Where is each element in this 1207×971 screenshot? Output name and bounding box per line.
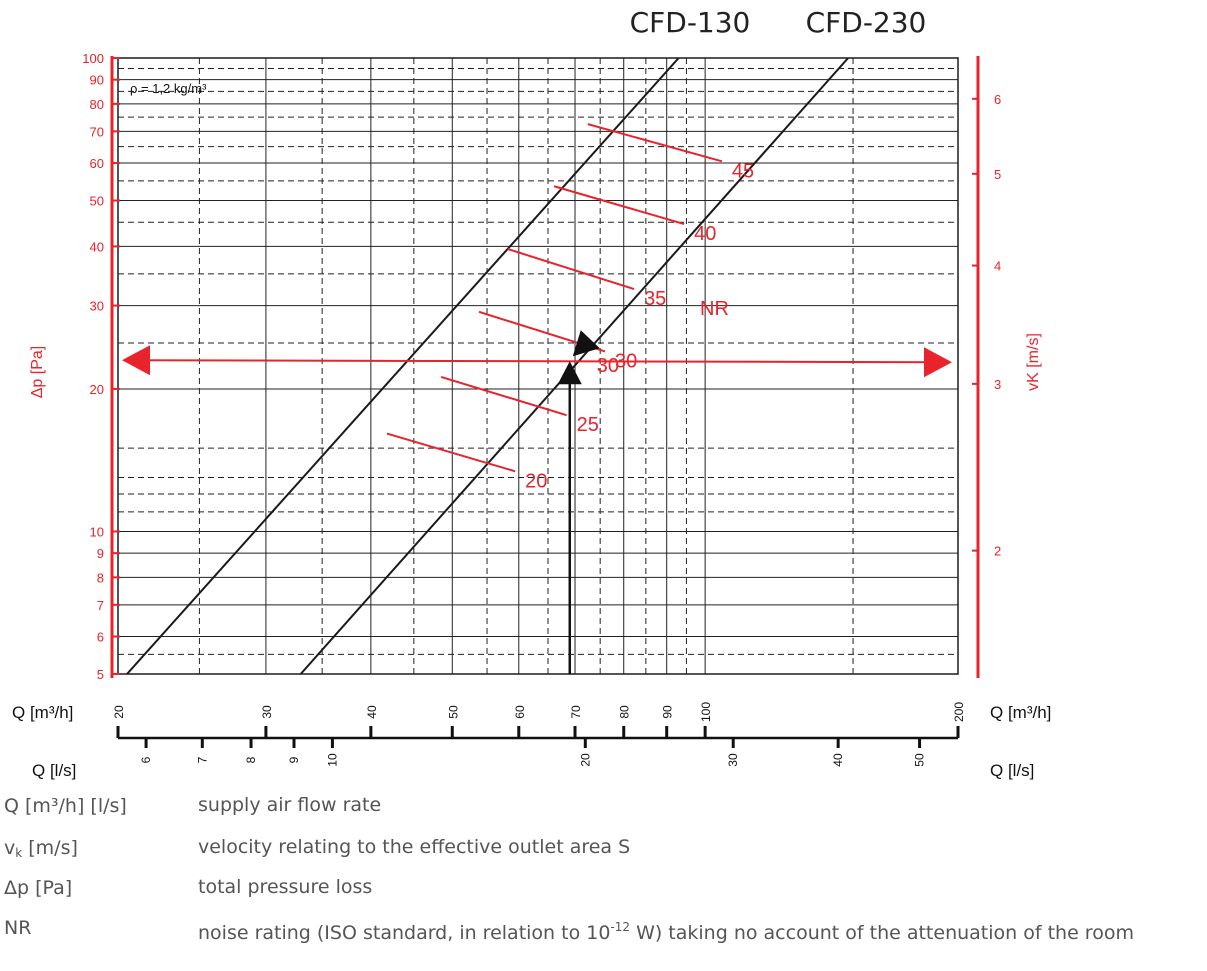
- left-axis-tick-label: 70: [90, 124, 104, 139]
- series-line-cfd-130: [126, 58, 680, 674]
- legend-term-q: Q [m³/h] [l/s]: [4, 795, 127, 817]
- bottom-axis-label-ls-left: Q [l/s]: [32, 761, 76, 780]
- chart-grid: [117, 57, 959, 675]
- pressure-arrow-left: [122, 345, 150, 376]
- bottom-axis-ls-tick-label: 7: [195, 756, 209, 763]
- legend-desc-vk: velocity relating to the effective outle…: [198, 836, 631, 858]
- model-label-cfd-130: CFD-130: [630, 6, 751, 39]
- nr-lines: 20 25 35 30 40 45: [386, 123, 754, 492]
- bottom-axis-ls-tick-label: 6: [139, 756, 153, 763]
- nr-line-35: [507, 248, 635, 291]
- legend-term-vk-unit: [m/s]: [22, 837, 78, 859]
- left-axis-tick-label: 6: [97, 630, 104, 645]
- legend-desc-dp: total pressure loss: [198, 876, 373, 898]
- nr-line-25: [440, 376, 567, 417]
- nr-line-40: [553, 185, 685, 225]
- nr-value-label-20: 20: [525, 470, 547, 492]
- left-axis-tick-label: 9: [97, 546, 104, 561]
- series-arrow-down: [572, 330, 600, 357]
- nr-value-label-45: 45: [732, 160, 754, 182]
- left-axis-tick-label: 90: [90, 73, 104, 88]
- left-axis-tick-label: 7: [97, 598, 104, 613]
- nr-line-20: [386, 432, 516, 473]
- right-axis-tick-label: 3: [994, 377, 1001, 392]
- bottom-axis-m3h-tick-label: 20: [112, 705, 126, 719]
- legend-term-vk-main: v: [4, 837, 16, 859]
- right-axis-tick-label: 2: [994, 544, 1001, 559]
- bottom-axis-m3h-tick-label: 80: [618, 705, 632, 719]
- right-axis-tick-label: 5: [994, 167, 1001, 182]
- legend-desc-nr-sup: -12: [610, 920, 631, 934]
- bottom-axis-m3h-tick-label: 100: [699, 702, 713, 722]
- left-axis-label: Δp [Pa]: [29, 346, 46, 399]
- chart-series: [126, 58, 849, 674]
- example-reading: 30: [122, 330, 952, 674]
- plot-frame: [117, 57, 959, 675]
- bottom-axis-m3h-tick-label: 50: [446, 705, 460, 719]
- bottom-axis-m3h-tick-label: 200: [952, 702, 966, 722]
- legend-desc-nr-rest: W) taking no account of the attenuation …: [630, 922, 1134, 944]
- bottom-axis-label-m3h-right: Q [m³/h]: [990, 703, 1051, 722]
- legend-desc-nr: noise rating (ISO standard, in relation …: [198, 917, 1198, 943]
- right-axis-label: vK [m/s]: [1025, 333, 1042, 391]
- left-axis-tick-label: 80: [90, 97, 104, 112]
- bottom-axis-label-ls-right: Q [l/s]: [990, 761, 1034, 780]
- right-axis-tick-label: 6: [994, 92, 1001, 107]
- bottom-axis-ls-tick-label: 30: [726, 753, 740, 767]
- bottom-axis-ls-tick-label: 50: [913, 753, 927, 767]
- pressure-arrow-right: [924, 347, 952, 378]
- nr-label: NR: [700, 298, 729, 320]
- legend-term-vk: vk [m/s]: [4, 837, 78, 860]
- left-axis-tick-label: 10: [90, 524, 104, 539]
- left-axis-tick-label: 20: [90, 382, 104, 397]
- bottom-axis-m3h-tick-label: 40: [365, 705, 379, 719]
- nr-line-45: [587, 123, 723, 163]
- right-axis-tick-label: 4: [994, 259, 1001, 274]
- example-nr-value: 30: [597, 355, 619, 377]
- left-axis-tick-label: 50: [90, 194, 104, 209]
- left-axis-tick-label: 30: [90, 299, 104, 314]
- bottom-axis-ls-tick-label: 8: [244, 756, 258, 763]
- left-axis-tick-label: 40: [90, 239, 104, 254]
- legend-desc-nr-main: noise rating (ISO standard, in relation …: [198, 922, 611, 944]
- bottom-axis-ls-tick-label: 40: [831, 753, 845, 767]
- pressure-reading-line: [137, 359, 936, 364]
- density-note: ρ = 1,2 kg/m³: [130, 81, 207, 96]
- bottom-axis-m3h-tick-label: 60: [513, 705, 527, 719]
- legend-term-dp: Δp [Pa]: [4, 877, 73, 899]
- bottom-axis-ls-tick-label: 20: [578, 753, 592, 767]
- legend-term-vk-sub: k: [15, 846, 23, 860]
- left-axis-tick-label: 100: [82, 51, 104, 66]
- left-axis-tick-label: 8: [97, 570, 104, 585]
- nr-value-label-25: 25: [577, 414, 599, 436]
- bottom-axis-m3h-tick-label: 30: [260, 705, 274, 719]
- bottom-axis-ls-tick-label: 10: [325, 753, 339, 767]
- left-axis-tick-label: 60: [90, 156, 104, 171]
- series-line-cfd-230: [299, 58, 849, 674]
- nr-value-label-40: 40: [694, 223, 716, 245]
- nr-value-label-35: 35: [644, 288, 666, 310]
- model-label-cfd-230: CFD-230: [806, 6, 927, 39]
- legend-desc-q: supply air flow rate: [198, 794, 382, 816]
- bottom-axis-m3h-tick-label: 90: [661, 705, 675, 719]
- bottom-axis-label-m3h-left: Q [m³/h]: [12, 703, 73, 722]
- left-axis-tick-label: 5: [97, 667, 104, 682]
- bottom-axis-m3h-tick-label: 70: [569, 705, 583, 719]
- legend-term-nr: NR: [4, 917, 32, 939]
- flow-arrow-up: [557, 361, 582, 385]
- bottom-axis-ls-tick-label: 9: [287, 756, 301, 763]
